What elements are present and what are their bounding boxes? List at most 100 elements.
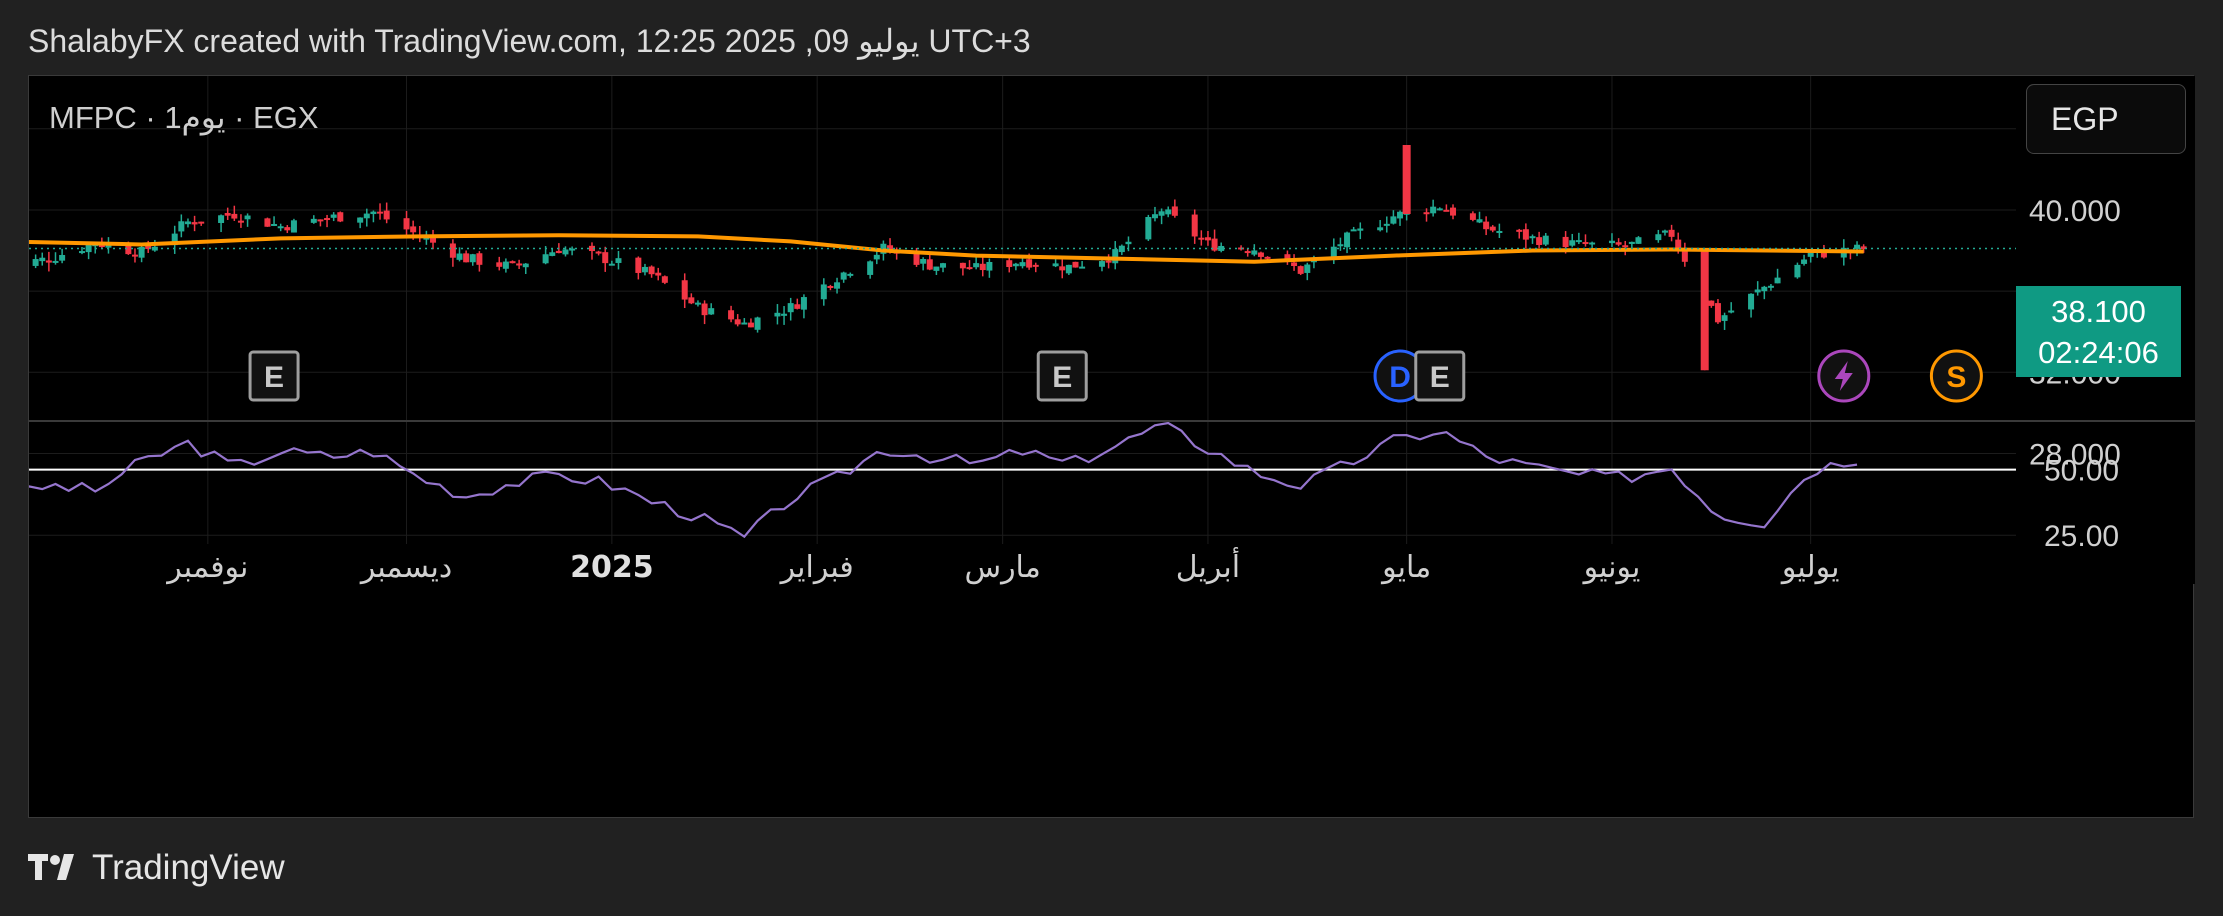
candle-body bbox=[641, 266, 648, 273]
candle-body bbox=[324, 218, 331, 221]
candle-body bbox=[1661, 230, 1668, 233]
candle-body bbox=[602, 252, 609, 264]
candle-body bbox=[1469, 213, 1476, 220]
split-icon: S bbox=[1929, 349, 1983, 403]
candle-body bbox=[1165, 209, 1172, 215]
candle-body bbox=[1012, 263, 1019, 267]
earnings-marker-label: E bbox=[264, 361, 284, 394]
rsi-axis-tick-label: 25.00 bbox=[2044, 520, 2119, 553]
candle-body bbox=[231, 213, 238, 219]
candle-body bbox=[1350, 229, 1357, 232]
candle-body bbox=[940, 263, 947, 268]
candle-body bbox=[655, 272, 662, 276]
candle-body bbox=[430, 237, 437, 243]
candle-body bbox=[933, 266, 940, 271]
candle-body bbox=[873, 254, 880, 260]
candle-body bbox=[1145, 216, 1152, 240]
candle-body bbox=[1079, 266, 1086, 269]
candle-body bbox=[198, 221, 205, 224]
candle-body bbox=[1807, 252, 1814, 257]
price-axis-tick-label: 40.000 bbox=[2029, 195, 2121, 228]
candle-body bbox=[1006, 260, 1013, 268]
candle-body bbox=[496, 262, 503, 267]
candle-body bbox=[1211, 238, 1218, 251]
candle-body bbox=[1542, 235, 1549, 245]
candle-body bbox=[834, 282, 841, 289]
currency-button[interactable]: EGP bbox=[2026, 84, 2186, 154]
split-marker-circle bbox=[1929, 349, 1983, 403]
candle-body bbox=[85, 244, 92, 253]
candle-body bbox=[377, 211, 384, 214]
candle-body bbox=[290, 220, 297, 233]
candle-body bbox=[151, 246, 158, 251]
candle-body bbox=[1721, 315, 1728, 321]
candle-body bbox=[1675, 239, 1682, 250]
candle-body bbox=[820, 284, 827, 300]
candle-body bbox=[926, 259, 933, 270]
earnings-icon: E bbox=[1036, 350, 1088, 402]
earnings-marker-label: E bbox=[1430, 361, 1450, 394]
candle-body bbox=[549, 252, 556, 256]
candle-body bbox=[966, 267, 973, 270]
candle-body bbox=[1390, 216, 1397, 224]
tradingview-brand: TradingView bbox=[92, 848, 285, 887]
candle-body bbox=[1151, 214, 1158, 219]
candle-body bbox=[542, 254, 549, 264]
candle-body bbox=[1489, 226, 1496, 231]
candle-body bbox=[608, 263, 615, 266]
candle-body bbox=[688, 297, 695, 304]
tradingview-footer[interactable]: TradingView bbox=[28, 848, 285, 888]
candle-body bbox=[1377, 227, 1384, 231]
candle-body bbox=[1383, 223, 1390, 226]
candle-body bbox=[244, 215, 251, 220]
candle-body bbox=[1304, 264, 1311, 273]
candle-body bbox=[1171, 206, 1178, 216]
candle-body bbox=[1615, 242, 1622, 245]
candle-body bbox=[39, 257, 46, 262]
candle-body bbox=[648, 266, 655, 275]
candle-body bbox=[1257, 252, 1264, 257]
price-chart-svg[interactable]: EEDES44.00040.00032.00028.00050.0025.00ن… bbox=[29, 76, 2195, 819]
candle-body bbox=[357, 217, 364, 223]
earnings-icon: E bbox=[248, 350, 300, 402]
x-axis-tick-label: فبراير bbox=[779, 550, 854, 585]
candle-body bbox=[774, 312, 781, 317]
candle-body bbox=[827, 285, 834, 288]
candle-body bbox=[1655, 234, 1662, 241]
candle-body bbox=[747, 322, 754, 328]
candle-body bbox=[178, 221, 185, 232]
candle-body bbox=[516, 263, 523, 266]
candle-body bbox=[913, 251, 920, 265]
candle-body bbox=[469, 254, 476, 263]
candle-body bbox=[754, 317, 761, 330]
candle-body bbox=[1628, 241, 1635, 244]
candle-body bbox=[1397, 211, 1404, 219]
candle-body bbox=[1450, 207, 1457, 216]
candle-body bbox=[1402, 145, 1411, 214]
chart-panel[interactable]: EEDES44.00040.00032.00028.00050.0025.00ن… bbox=[28, 75, 2195, 819]
moving-average-line bbox=[29, 233, 1864, 264]
symbol-legend[interactable]: MFPC · 1يوم · EGX bbox=[49, 100, 319, 135]
candle-body bbox=[317, 219, 324, 222]
candle-body bbox=[555, 250, 562, 254]
rsi-axis-tick-label: 50.00 bbox=[2044, 455, 2119, 488]
candle-body bbox=[105, 244, 112, 248]
candle-body bbox=[708, 308, 715, 315]
candle-body bbox=[986, 262, 993, 271]
candle-body bbox=[1065, 264, 1072, 274]
candle-body bbox=[171, 233, 178, 246]
candle-body bbox=[1430, 206, 1437, 214]
earnings-marker-label: E bbox=[1052, 361, 1072, 394]
candle-body bbox=[741, 322, 748, 325]
candle-body bbox=[1291, 262, 1298, 267]
candle-body bbox=[1820, 251, 1827, 258]
earnings-marker-box bbox=[248, 350, 300, 402]
candle-body bbox=[125, 245, 132, 255]
candle-body bbox=[423, 237, 430, 240]
candle-body bbox=[330, 214, 337, 218]
candles-group bbox=[32, 145, 1867, 371]
dividend-marker-label: D bbox=[1389, 361, 1411, 394]
candle-body bbox=[1536, 237, 1543, 246]
candle-body bbox=[867, 261, 874, 275]
candle-body bbox=[1158, 211, 1165, 216]
